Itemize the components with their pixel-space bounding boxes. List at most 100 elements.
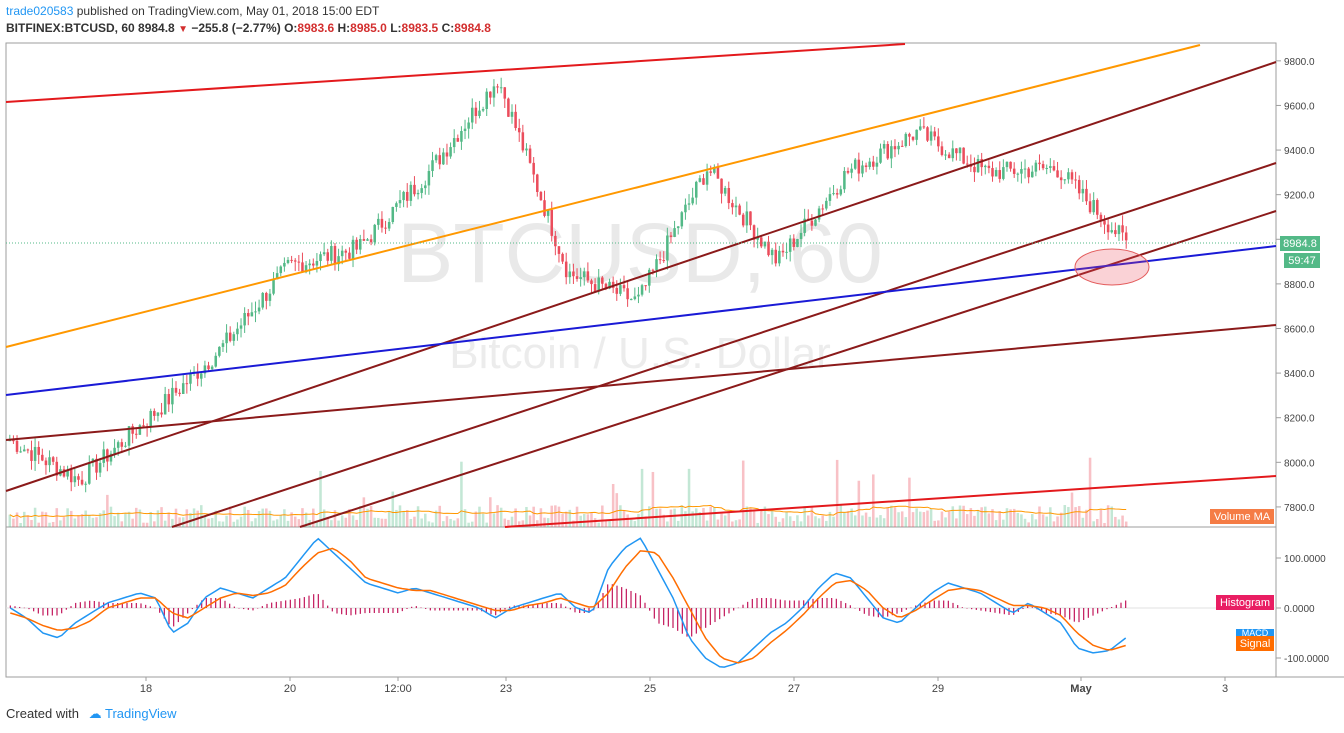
candle-body bbox=[716, 167, 720, 179]
volume-bar bbox=[767, 514, 770, 527]
histogram-bar bbox=[653, 608, 655, 619]
trendline-red-upper[interactable] bbox=[5, 43, 906, 103]
volume-bar bbox=[427, 521, 431, 527]
candle-body bbox=[615, 287, 619, 294]
volume-bar bbox=[200, 505, 203, 527]
candle-body bbox=[232, 334, 236, 341]
candle-body bbox=[163, 393, 167, 415]
histogram-bar bbox=[355, 608, 357, 615]
volume-bar bbox=[532, 506, 535, 527]
volume-bar bbox=[691, 511, 694, 527]
histogram-bar bbox=[51, 608, 53, 616]
candle-body bbox=[156, 412, 160, 416]
candle-body bbox=[15, 440, 19, 452]
volume-bar bbox=[210, 518, 214, 527]
candle-body bbox=[1099, 214, 1103, 221]
histogram-bar bbox=[793, 600, 795, 608]
trendline-darkred-1[interactable] bbox=[5, 61, 1277, 492]
tradingview-logo-icon: ☁ bbox=[88, 706, 102, 721]
volume-bar bbox=[839, 505, 843, 527]
volume-bar bbox=[684, 511, 687, 527]
volume-bar bbox=[348, 508, 351, 527]
candle-body bbox=[481, 109, 485, 111]
volume-bar bbox=[1124, 521, 1128, 527]
candle-body bbox=[301, 262, 304, 273]
candle-body bbox=[976, 158, 980, 173]
price-tick-label: 8600.0 bbox=[1284, 324, 1315, 335]
trendline-darkred-2[interactable] bbox=[171, 162, 1277, 528]
volume-ma-tag bbox=[1210, 509, 1274, 524]
histogram-bar bbox=[882, 608, 884, 618]
high-label: H: bbox=[337, 21, 351, 35]
histogram-bar bbox=[1111, 606, 1113, 608]
trendline-orange[interactable] bbox=[5, 44, 1201, 348]
price-axis[interactable]: 9800.09600.09400.09200.09000.08800.08600… bbox=[1276, 57, 1315, 514]
candle-body bbox=[839, 189, 843, 195]
candle-body bbox=[304, 265, 308, 273]
volume-bar bbox=[615, 493, 619, 527]
highlight-ellipse[interactable] bbox=[1074, 248, 1150, 286]
candle-body bbox=[22, 449, 26, 452]
chart-canvas[interactable]: BTCUSD, 60 Bitcoin / U.S. Dollar 9800.09… bbox=[0, 0, 1344, 700]
candle-body bbox=[185, 383, 189, 385]
volume-bar bbox=[221, 521, 225, 527]
histogram-bar bbox=[532, 604, 534, 608]
histogram-bar bbox=[989, 608, 991, 613]
volume-bar bbox=[55, 508, 59, 527]
histogram-bar bbox=[509, 606, 511, 608]
volume-bar bbox=[539, 508, 543, 527]
volume-bar bbox=[745, 506, 749, 527]
candle-body bbox=[257, 307, 261, 312]
volume-bar bbox=[8, 514, 12, 527]
histogram-bar bbox=[845, 603, 847, 608]
histogram-bar bbox=[705, 608, 707, 628]
volume-bar bbox=[832, 516, 835, 527]
tradingview-link[interactable]: TradingView bbox=[105, 706, 177, 721]
time-tick-label: 23 bbox=[500, 683, 512, 695]
author-link[interactable]: trade020583 bbox=[6, 4, 74, 18]
volume-bar bbox=[66, 508, 69, 527]
macd-axis[interactable]: 100.0000 0.0000 -100.0000 bbox=[1276, 554, 1329, 665]
candle-body bbox=[272, 279, 275, 294]
candle-body bbox=[88, 462, 91, 484]
volume-bar bbox=[156, 510, 160, 527]
histogram-bar bbox=[1115, 604, 1117, 608]
volume-bar bbox=[929, 508, 933, 527]
histogram-bar bbox=[425, 608, 427, 609]
volume-bar bbox=[872, 474, 875, 527]
volume-bar bbox=[1009, 509, 1012, 527]
candle-body bbox=[962, 147, 965, 164]
volume-bar bbox=[904, 517, 908, 527]
volume-bar bbox=[911, 512, 915, 527]
volume-bar bbox=[933, 520, 936, 527]
volume-bar bbox=[550, 505, 554, 527]
volume-bar bbox=[41, 511, 44, 527]
price-tick-label: 8200.0 bbox=[1284, 414, 1315, 425]
open-label: O: bbox=[284, 21, 298, 35]
trendline-blue[interactable] bbox=[5, 245, 1277, 396]
histogram-bar bbox=[159, 608, 161, 613]
price-tick-label: 8400.0 bbox=[1284, 369, 1315, 380]
macd-tick-label: 100.0000 bbox=[1284, 554, 1326, 565]
volume-bar bbox=[1059, 512, 1063, 527]
trendline-red-lower[interactable] bbox=[504, 475, 1277, 528]
time-axis[interactable]: 18 20 12:00 23 25 27 29 May 3 bbox=[140, 677, 1228, 695]
candle-body bbox=[965, 163, 969, 165]
candle-body bbox=[51, 457, 55, 462]
volume-bar bbox=[279, 515, 283, 527]
histogram-bar bbox=[373, 608, 375, 613]
volume-bar bbox=[1096, 518, 1099, 527]
symbol-label[interactable]: BITFINEX:BTCUSD, 60 bbox=[6, 21, 135, 35]
volume-bar bbox=[792, 520, 796, 527]
close-value: 8984.8 bbox=[454, 21, 491, 35]
histogram-bar bbox=[999, 608, 1001, 614]
trendline-darkred-4[interactable] bbox=[5, 324, 1277, 441]
candle-body bbox=[456, 138, 460, 142]
trendlines[interactable] bbox=[5, 43, 1277, 528]
histogram-bar bbox=[975, 608, 977, 610]
volume-bar bbox=[1056, 516, 1059, 527]
volume-bar bbox=[1041, 514, 1045, 527]
histogram-bar bbox=[33, 608, 35, 612]
volume-bar bbox=[937, 520, 940, 527]
histogram-bar bbox=[1031, 607, 1033, 608]
